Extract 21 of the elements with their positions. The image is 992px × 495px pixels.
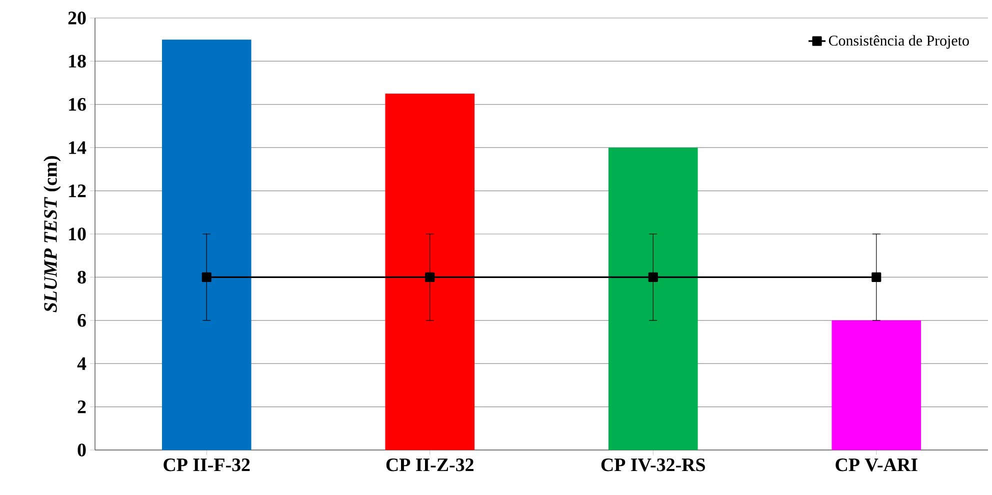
y-tick-label: 12 <box>69 184 86 198</box>
x-tick-label: CP V-ARI <box>836 458 918 472</box>
legend-label: Consistência de Projeto <box>828 35 969 49</box>
y-tick-label: 20 <box>68 12 86 24</box>
x-tick-label: CP II-Z-32 <box>386 458 474 472</box>
y-tick-label: 18 <box>69 54 86 68</box>
y-tick-label: 16 <box>69 98 86 111</box>
y-tick-label: 4 <box>77 357 86 370</box>
y-axis-title: SLUMP TEST (cm) <box>44 156 61 312</box>
y-tick-label: 8 <box>78 270 86 284</box>
x-tick-label: CP IV-32-RS <box>601 458 705 472</box>
bar <box>385 94 475 450</box>
bar <box>832 320 922 450</box>
y-tick-label: 2 <box>78 400 86 414</box>
x-tick-label: CP II-F-32 <box>164 458 250 472</box>
bar <box>608 148 698 450</box>
bar <box>162 40 252 450</box>
y-tick-label: 10 <box>69 228 86 240</box>
y-tick-label: 14 <box>69 141 86 154</box>
y-tick-label: 6 <box>78 314 86 327</box>
y-tick-label: 0 <box>78 444 86 456</box>
